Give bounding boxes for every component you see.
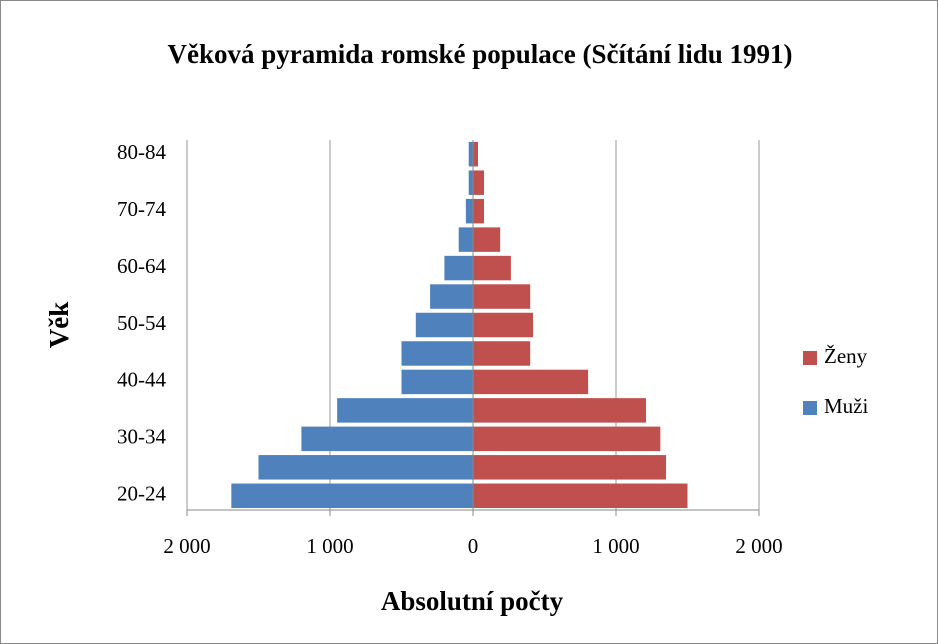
bar (458, 227, 473, 252)
bar (337, 398, 473, 423)
bar (231, 483, 473, 509)
x-tick-label: 2 000 (163, 534, 210, 558)
y-tick-label: 20-24 (117, 482, 166, 506)
legend-label: Muži (824, 394, 868, 418)
x-tick-label: 2 000 (735, 534, 782, 558)
bar (473, 426, 661, 452)
bar (473, 341, 531, 366)
bar (473, 170, 485, 195)
bar (473, 455, 667, 480)
x-tick-label: 0 (468, 534, 479, 558)
legend-swatch (803, 351, 817, 365)
bar (301, 426, 473, 452)
y-tick-label: 30-34 (117, 425, 166, 449)
bar (473, 369, 589, 395)
x-tick-label: 1 000 (592, 534, 639, 558)
bar (473, 284, 531, 309)
legend-label: Ženy (824, 344, 868, 368)
bar (473, 227, 501, 252)
y-tick-label: 40-44 (117, 368, 166, 392)
bar (465, 198, 473, 224)
bar (430, 284, 473, 309)
legend-swatch (803, 401, 817, 415)
y-tick-label: 50-54 (117, 311, 166, 335)
y-tick-label: 70-74 (117, 197, 166, 221)
y-tick-label: 80-84 (117, 140, 166, 164)
x-axis-label: Absolutní počty (381, 586, 564, 616)
bar (468, 141, 473, 167)
bar (473, 198, 485, 224)
bar (258, 455, 473, 480)
bar (415, 312, 473, 338)
y-tick-label: 60-64 (117, 254, 166, 278)
chart-title: Věková pyramida romské populace (Sčítání… (167, 39, 793, 69)
bar (473, 141, 479, 167)
bar (473, 312, 534, 338)
bar (444, 255, 473, 281)
bar (473, 483, 688, 509)
bar (468, 170, 473, 195)
bar (401, 341, 473, 366)
y-axis-label: Věk (44, 302, 74, 349)
x-tick-label: 1 000 (306, 534, 353, 558)
bar (473, 255, 511, 281)
bar (401, 369, 473, 395)
bar (473, 398, 647, 423)
